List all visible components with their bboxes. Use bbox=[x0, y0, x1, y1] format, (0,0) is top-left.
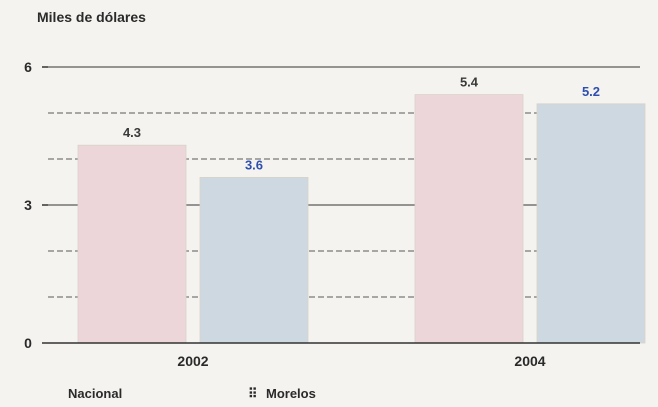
bar-nacional-2004 bbox=[414, 94, 524, 344]
bar-morelos-2004 bbox=[536, 103, 646, 344]
data-label: 5.4 bbox=[460, 75, 479, 90]
data-label: 5.2 bbox=[582, 84, 600, 99]
bars bbox=[77, 94, 646, 344]
x-tick-label: 2004 bbox=[514, 353, 545, 369]
y-tick-label: 0 bbox=[24, 335, 32, 351]
bar-morelos-2002 bbox=[199, 176, 309, 344]
legend: Nacional ⠿ Morelos bbox=[68, 386, 316, 401]
y-tick-label: 6 bbox=[24, 59, 32, 75]
data-labels: 4.3 3.6 5.4 5.2 bbox=[123, 75, 600, 173]
bar-nacional-2002 bbox=[77, 144, 187, 344]
y-axis-label: Miles de dólares bbox=[37, 9, 146, 25]
legend-swatch: ⠿ bbox=[248, 386, 258, 401]
data-label: 4.3 bbox=[123, 125, 141, 140]
axes: 0 3 6 2002 2004 bbox=[24, 59, 640, 369]
y-tick-label: 3 bbox=[24, 197, 32, 213]
legend-item-nacional: Nacional bbox=[68, 386, 122, 401]
data-label: 3.6 bbox=[245, 157, 263, 172]
legend-item-morelos: Morelos bbox=[266, 386, 316, 401]
x-tick-label: 2002 bbox=[177, 353, 208, 369]
